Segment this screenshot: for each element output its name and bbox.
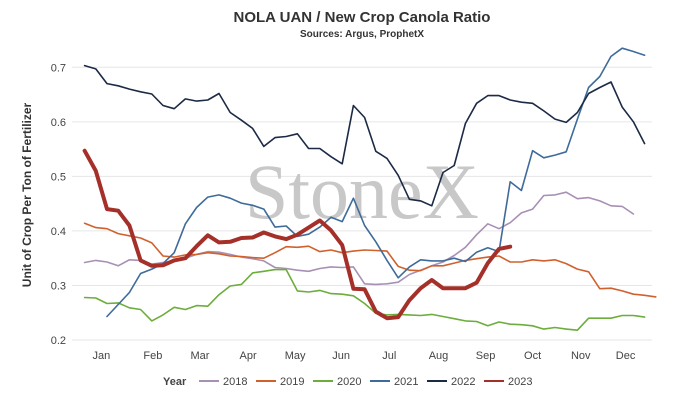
chart-subtitle: Sources: Argus, ProphetX: [300, 29, 424, 40]
x-tick-label: Apr: [240, 350, 257, 362]
stonex-watermark: StoneX: [245, 148, 479, 235]
chart-title: NOLA UAN / New Crop Canola Ratio: [234, 9, 491, 26]
series-line-2020: [83, 268, 646, 331]
legend-label-2021: 2021: [394, 376, 418, 388]
legend-label-2018: 2018: [223, 376, 247, 388]
y-tick-label: 0.2: [51, 335, 66, 347]
legend-label-2022: 2022: [451, 376, 475, 388]
x-tick-label: Sep: [476, 350, 496, 362]
series-line-2021: [106, 47, 646, 318]
legend: Year 2018 2019 2020 2021 2022 2023: [163, 376, 532, 388]
x-tick-label: Dec: [616, 350, 636, 362]
x-tick-label: Jun: [332, 350, 350, 362]
y-tick-label: 0.3: [51, 280, 66, 292]
y-axis-ticks: 0.2 0.3 0.4 0.5 0.6 0.7: [51, 62, 66, 347]
y-tick-label: 0.6: [51, 117, 66, 129]
y-axis-label: Unit of Crop Per Ton of Fertilizer: [20, 102, 34, 287]
x-tick-label: Mar: [190, 350, 209, 362]
series-line-2019: [83, 222, 657, 298]
series-line-2023: [82, 148, 513, 321]
legend-label-2023: 2023: [508, 376, 532, 388]
x-tick-label: Nov: [571, 350, 591, 362]
gridlines: [72, 66, 652, 341]
x-tick-label: Aug: [429, 350, 449, 362]
legend-label-2020: 2020: [337, 376, 361, 388]
series-line-2022: [83, 64, 646, 207]
series-lines: [82, 47, 657, 331]
x-tick-label: Jan: [93, 350, 111, 362]
x-tick-label: Oct: [524, 350, 541, 362]
x-axis-ticks: Jan Feb Mar Apr May Jun Jul Aug Sep Oct Nov Dec: [93, 350, 636, 362]
x-tick-label: Jul: [382, 350, 396, 362]
y-tick-label: 0.7: [51, 62, 66, 74]
y-tick-label: 0.5: [51, 171, 66, 183]
x-tick-label: Feb: [143, 350, 162, 362]
y-tick-label: 0.4: [51, 226, 66, 238]
legend-title: Year: [163, 376, 187, 388]
x-tick-label: May: [285, 350, 306, 362]
legend-label-2019: 2019: [280, 376, 304, 388]
